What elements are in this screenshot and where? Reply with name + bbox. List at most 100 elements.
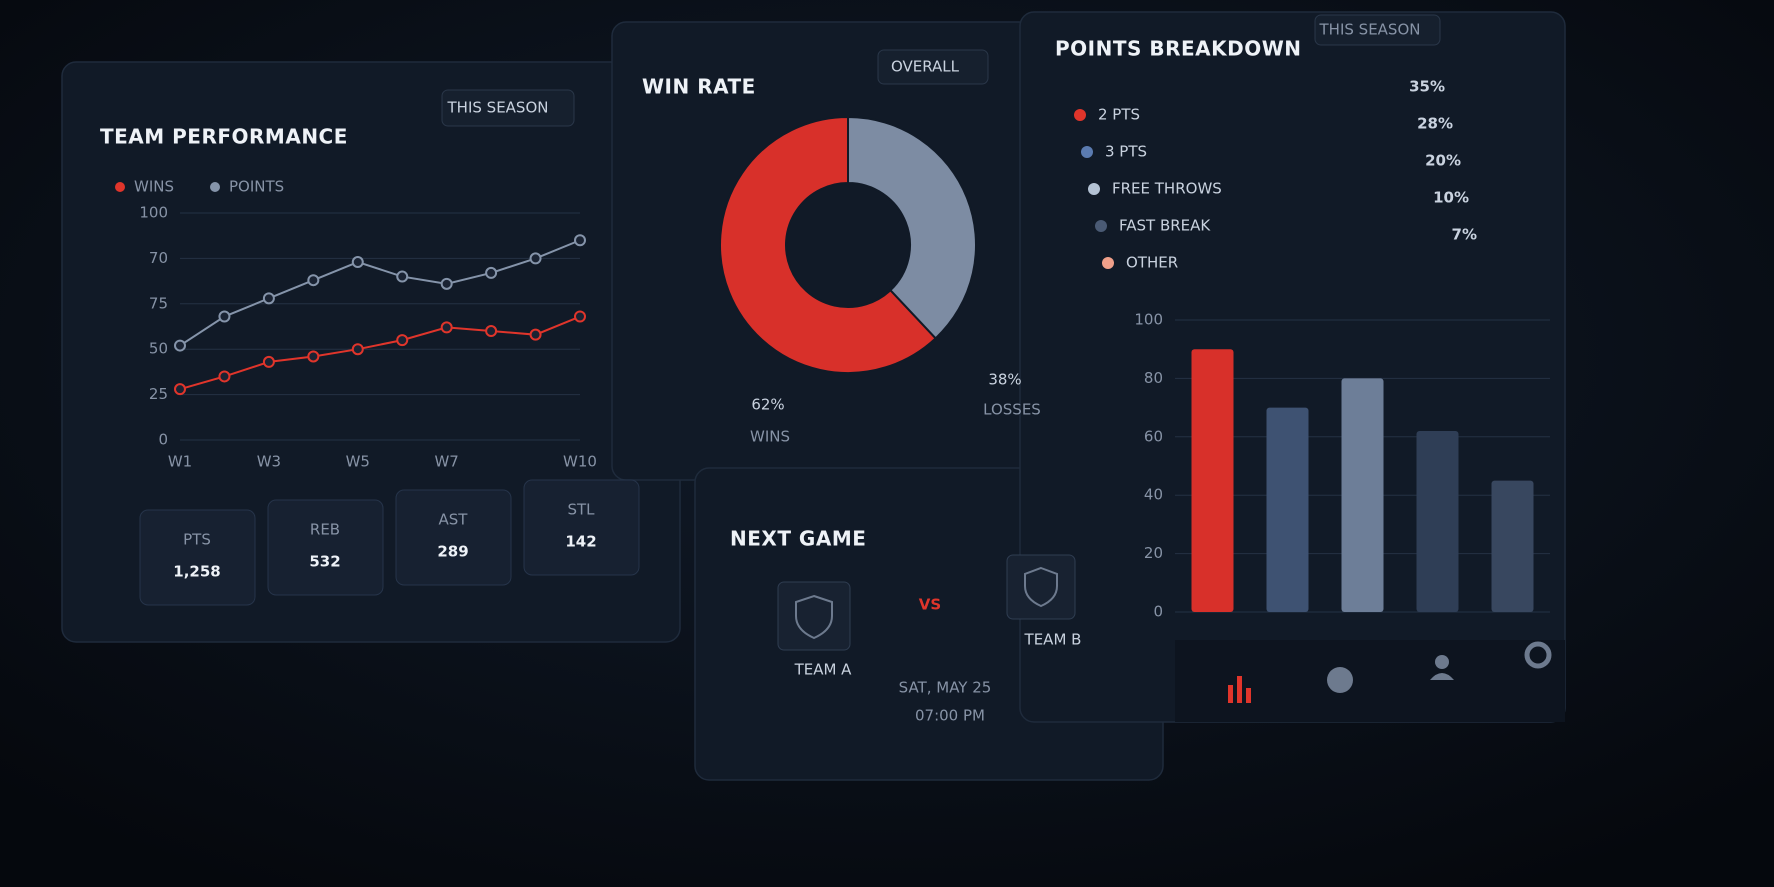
data-point (262, 355, 275, 368)
filter-dropdown[interactable] (1314, 14, 1441, 46)
stat-value: 1,258 (173, 563, 220, 581)
value-label: 38% (988, 371, 1021, 389)
y-tick-label: 0 (158, 431, 168, 449)
data-point (351, 256, 364, 269)
category-label: LOSSES (983, 401, 1041, 419)
nav-pie-icon[interactable] (1327, 667, 1353, 693)
data-point (174, 339, 186, 352)
x-tick-label: W1 (168, 453, 192, 471)
team-name: TEAM A (794, 661, 853, 679)
legend-swatch (1095, 220, 1107, 232)
y-tick-label: 100 (139, 204, 168, 222)
bar (1191, 349, 1234, 612)
game-date: SAT, MAY 25 (899, 679, 992, 697)
legend-label: POINTS (229, 178, 284, 196)
series-line (179, 239, 581, 347)
legend-swatch (115, 182, 125, 192)
stat-label: STL (567, 501, 595, 519)
data-point (529, 252, 542, 265)
legend-swatch (210, 182, 220, 192)
x-tick-label: W7 (434, 453, 458, 471)
bar (1341, 378, 1384, 612)
filter-dropdown[interactable] (441, 89, 575, 127)
nav-icons (1228, 641, 1552, 703)
team-badge (1006, 554, 1076, 620)
shield-icon (795, 594, 833, 640)
filter-label: THIS SEASON (447, 99, 549, 117)
panel-title: POINTS BREAKDOWN (1055, 37, 1302, 61)
y-tick-label: 0 (1153, 603, 1163, 621)
data-point (307, 350, 320, 363)
legend-swatch (1074, 109, 1086, 121)
stat-value: 289 (437, 543, 468, 561)
data-point (574, 310, 586, 323)
donut-slice (719, 115, 938, 374)
data-point (485, 325, 498, 338)
legend-swatch (1102, 257, 1114, 269)
donut-slice (847, 115, 977, 340)
vs-label: VS (919, 596, 941, 614)
filter-label: OVERALL (891, 58, 960, 76)
filter-label: THIS SEASON (1319, 21, 1421, 39)
bar (1266, 407, 1309, 612)
nav-chart-icon[interactable] (1228, 685, 1233, 703)
data-point (262, 292, 275, 305)
y-tick-label: 25 (149, 385, 168, 403)
shield-icon (1024, 566, 1058, 608)
legend-value: 35% (1409, 78, 1445, 96)
stat-card (523, 479, 640, 576)
y-tick-label: 80 (1144, 369, 1163, 387)
legend-value: 7% (1452, 226, 1477, 244)
filter-dropdown[interactable] (877, 49, 989, 85)
stat-card (139, 509, 256, 606)
team-name: TEAM B (1024, 631, 1082, 649)
stat-card (267, 499, 384, 596)
panel-title: NEXT GAME (730, 527, 866, 551)
panel-title: WIN RATE (642, 75, 756, 99)
data-point (396, 270, 409, 283)
legend-label: OTHER (1126, 254, 1178, 272)
stat-label: PTS (183, 531, 211, 549)
stat-value: 142 (565, 533, 596, 551)
y-tick-label: 60 (1144, 427, 1163, 445)
data-point (440, 277, 453, 290)
data-point (351, 343, 364, 356)
value-label: 62% (751, 396, 784, 414)
data-point (218, 370, 231, 383)
y-tick-label: 20 (1144, 544, 1163, 562)
y-tick-label: 40 (1144, 486, 1163, 504)
x-tick-label: W5 (346, 453, 370, 471)
x-tick-label: W10 (563, 453, 597, 471)
series-line (179, 315, 581, 391)
nav-user-icon[interactable] (1435, 655, 1449, 669)
bar (1491, 480, 1534, 612)
legend-label: WINS (134, 178, 174, 196)
data-point (440, 321, 453, 334)
legend-label: FREE THROWS (1112, 180, 1222, 198)
category-label: WINS (750, 428, 790, 446)
nav-user-icon (1430, 673, 1454, 680)
legend-label: FAST BREAK (1119, 217, 1211, 235)
panel-title: TEAM PERFORMANCE (100, 125, 348, 149)
y-tick-label: 100 (1134, 311, 1163, 329)
team-badge (777, 581, 851, 651)
x-tick-label: W3 (257, 453, 281, 471)
bar (1416, 430, 1459, 612)
game-time: 07:00 PM (915, 707, 985, 725)
legend-value: 28% (1417, 115, 1453, 133)
data-point (307, 274, 320, 287)
nav-settings-icon[interactable] (1524, 641, 1552, 669)
data-point (574, 234, 586, 247)
stat-card (395, 489, 512, 586)
legend-value: 20% (1425, 152, 1461, 170)
legend-label: 3 PTS (1105, 143, 1147, 161)
legend-swatch (1088, 183, 1100, 195)
y-tick-label: 75 (149, 294, 168, 312)
stat-value: 532 (309, 553, 340, 571)
data-point (218, 310, 231, 323)
y-tick-label: 50 (149, 340, 168, 358)
data-point (396, 334, 409, 347)
nav-bar (1175, 640, 1565, 722)
nav-chart-icon (1237, 676, 1242, 703)
